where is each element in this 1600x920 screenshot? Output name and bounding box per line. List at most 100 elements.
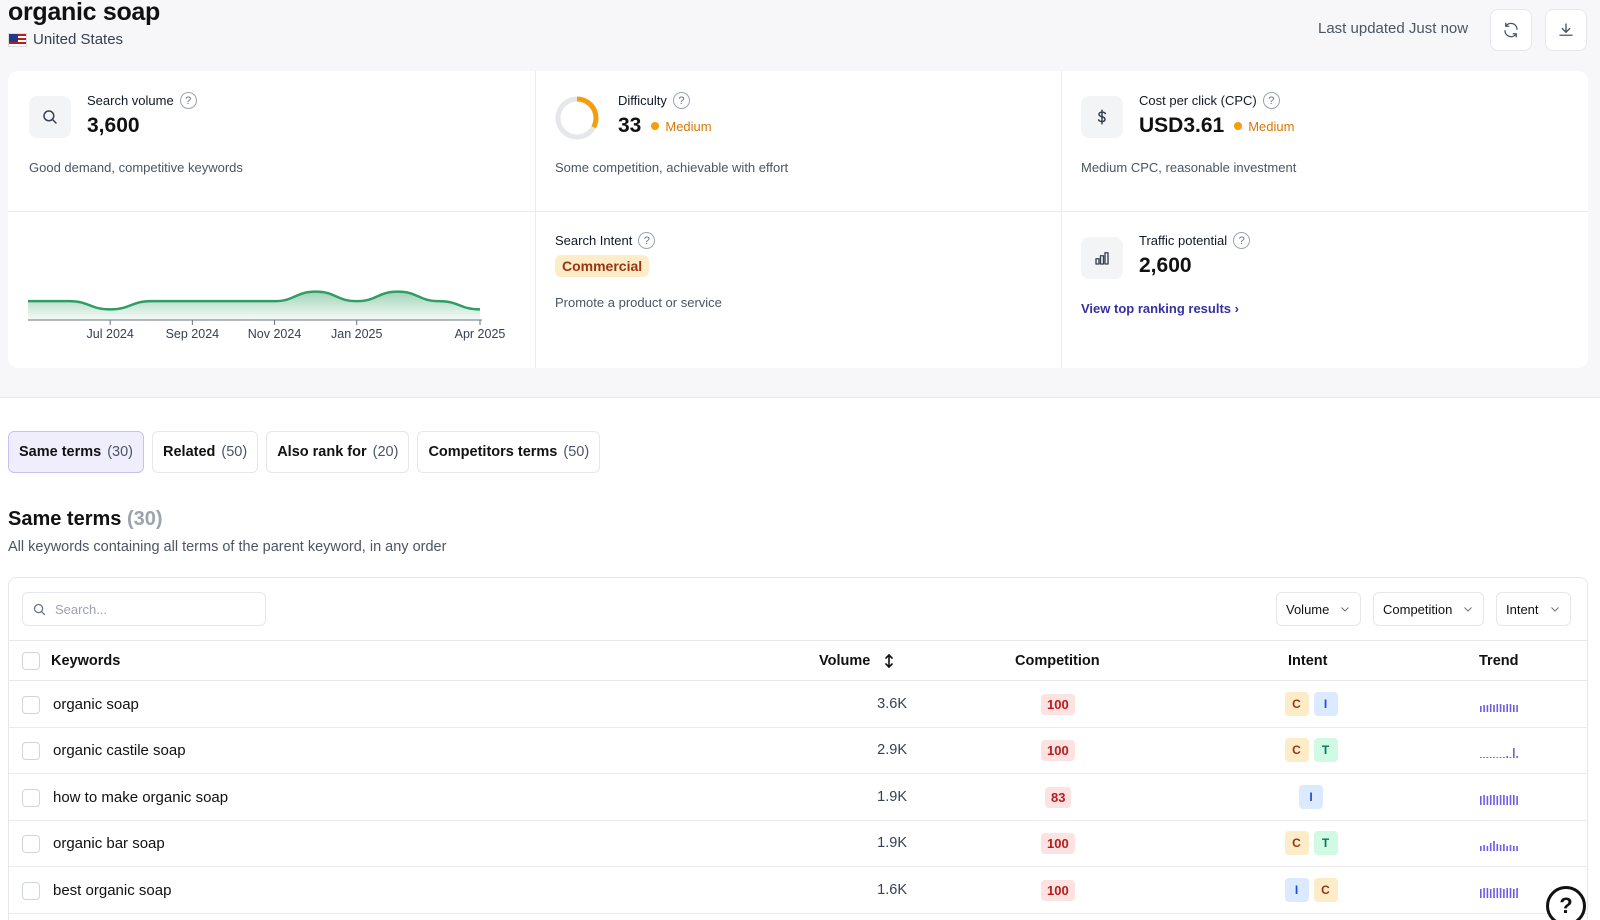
keywords-table: Search... Volume Competition Intent Keyw… — [8, 577, 1588, 920]
trend-sparkline — [1480, 841, 1518, 852]
help-icon[interactable]: ? — [638, 232, 656, 249]
select-all-checkbox[interactable] — [22, 652, 40, 670]
row-checkbox[interactable] — [22, 696, 40, 714]
competition-badge: 100 — [1041, 694, 1075, 715]
help-icon[interactable]: ? — [672, 92, 690, 109]
traffic-potential-label: Traffic potential ? — [1139, 232, 1251, 249]
column-intent[interactable]: Intent — [1288, 653, 1328, 669]
help-center-button[interactable]: ? — [1546, 886, 1586, 920]
chart-line — [27, 290, 481, 311]
difficulty-description: Some competition, achievable with effort — [555, 160, 789, 175]
trend-sparkline — [1480, 748, 1518, 759]
tab-also-rank-for[interactable]: Also rank for (20) — [266, 431, 410, 473]
table-row[interactable]: how to make organic soap 1.9K 83 I — [9, 775, 1587, 821]
cpc-level: Medium — [1234, 119, 1294, 134]
section-subtitle: All keywords containing all terms of the… — [8, 539, 447, 555]
trend-bar — [1496, 887, 1499, 898]
difficulty-value: 33 Medium — [618, 114, 712, 137]
table-row[interactable]: best organic soap 1.6K 100 I C — [9, 868, 1587, 914]
competition-badge: 83 — [1045, 786, 1072, 808]
trend-bar — [1480, 888, 1482, 898]
intent-badges: I — [1299, 784, 1323, 809]
row-checkbox[interactable] — [22, 881, 40, 900]
cpc-value: USD3.61 Medium — [1139, 114, 1295, 137]
table-row[interactable]: organic soap 3.6K 100 C I — [9, 682, 1587, 728]
keyword-cell[interactable]: best organic soap — [53, 881, 172, 899]
trend-bar — [1483, 887, 1485, 898]
volume-cell: 1.9K — [877, 788, 907, 805]
column-volume[interactable]: Volume — [819, 653, 894, 669]
x-tick-label: Jul 2024 — [87, 327, 134, 341]
keyword-cell[interactable]: organic soap — [53, 696, 139, 713]
search-intent-description: Promote a product or service — [555, 295, 722, 310]
traffic-icon-box — [1081, 237, 1123, 279]
us-flag-icon — [8, 32, 27, 47]
trend-bar — [1489, 757, 1492, 759]
row-checkbox[interactable] — [22, 788, 40, 807]
help-icon[interactable]: ? — [1262, 92, 1280, 109]
intent-badge: C — [1284, 831, 1309, 856]
chevron-down-icon — [1341, 607, 1350, 612]
trend-bar — [1513, 705, 1515, 712]
location-label: United States — [33, 31, 124, 48]
trend-bar — [1509, 704, 1512, 712]
difficulty-label: Difficulty ? — [618, 92, 690, 109]
trend-bar — [1489, 704, 1492, 712]
chevron-down-icon — [1550, 607, 1559, 612]
intent-badge: I — [1284, 877, 1309, 902]
difficulty-level: Medium — [651, 119, 711, 134]
trend-bar — [1499, 757, 1502, 759]
trend-bar — [1516, 795, 1518, 805]
column-trend[interactable]: Trend — [1479, 653, 1519, 669]
volume-filter[interactable]: Volume — [1276, 592, 1362, 626]
tab-competitors-terms[interactable]: Competitors terms (50) — [417, 431, 601, 473]
metrics-panel: Search volume ? 3,600 Good demand, compe… — [8, 71, 1588, 368]
trend-bar — [1509, 794, 1512, 805]
help-icon[interactable]: ? — [179, 92, 197, 109]
trend-bar — [1513, 846, 1515, 852]
keyword-cell[interactable]: organic castile soap — [53, 742, 186, 760]
trend-sparkline — [1480, 887, 1518, 898]
tab-same-terms[interactable]: Same terms (30) — [8, 431, 145, 473]
trend-bar — [1503, 844, 1505, 852]
cpc-description: Medium CPC, reasonable investment — [1081, 160, 1297, 175]
intent-badge: T — [1313, 738, 1338, 763]
section-title: Same terms (30) — [8, 508, 163, 530]
download-button[interactable] — [1545, 9, 1587, 51]
trend-bar — [1513, 794, 1515, 805]
download-icon — [1559, 23, 1573, 36]
trend-bar — [1513, 888, 1515, 898]
last-updated: Last updated Just now — [1318, 20, 1469, 37]
trend-bar — [1506, 704, 1508, 712]
view-top-ranking-link[interactable]: View top ranking results › — [1081, 301, 1239, 316]
competition-filter[interactable]: Competition — [1373, 592, 1485, 626]
tab-related[interactable]: Related (50) — [152, 431, 259, 473]
help-icon[interactable]: ? — [1233, 232, 1251, 249]
chevron-down-icon — [1464, 607, 1473, 612]
trend-bar — [1503, 757, 1505, 759]
table-row[interactable]: organic castile soap 2.9K 100 C T — [9, 728, 1587, 775]
intent-filter[interactable]: Intent — [1496, 592, 1571, 626]
row-checkbox[interactable] — [22, 742, 40, 761]
row-checkbox[interactable] — [22, 835, 40, 854]
location: United States — [8, 31, 123, 48]
cpc-label: Cost per click (CPC) ? — [1139, 92, 1280, 109]
search-input[interactable]: Search... — [22, 592, 266, 626]
column-keywords[interactable]: Keywords — [51, 653, 121, 669]
keyword-cell[interactable]: how to make organic soap — [53, 788, 229, 806]
search-volume-label: Search volume ? — [87, 92, 197, 109]
keyword-cell[interactable]: organic bar soap — [53, 835, 165, 853]
refresh-button[interactable] — [1490, 9, 1532, 51]
volume-cell: 2.9K — [877, 742, 907, 759]
trend-bar — [1499, 794, 1502, 805]
trend-bar — [1506, 795, 1508, 805]
column-competition[interactable]: Competition — [1015, 653, 1100, 669]
trend-bar — [1496, 704, 1499, 712]
trend-bar — [1516, 705, 1518, 712]
search-volume-icon-box — [29, 96, 71, 138]
trend-bar — [1480, 795, 1482, 805]
trend-bar — [1489, 843, 1492, 852]
volume-cell: 1.9K — [877, 835, 907, 852]
table-row[interactable]: organic bar soap 1.9K 100 C T — [9, 821, 1587, 868]
